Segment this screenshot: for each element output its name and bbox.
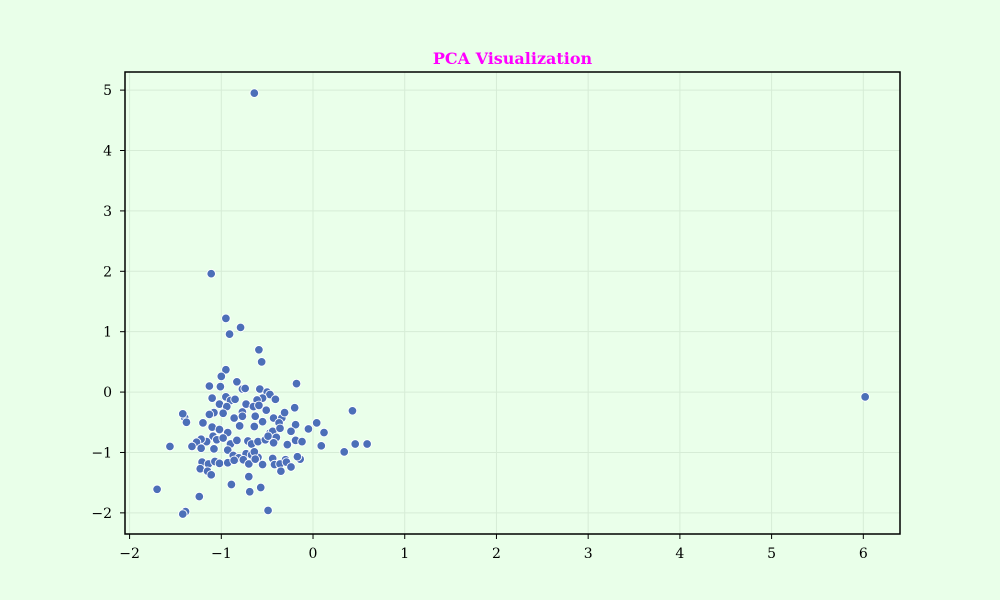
data-point — [250, 411, 260, 421]
data-point — [178, 509, 188, 519]
data-point — [214, 424, 225, 435]
data-point — [347, 406, 358, 416]
x-tick-label: 5 — [767, 546, 776, 562]
data-points — [152, 88, 870, 519]
x-tick-label: 3 — [584, 546, 593, 562]
y-tick-label: 3 — [103, 204, 112, 220]
data-point — [249, 88, 260, 98]
data-point — [221, 313, 231, 324]
data-point — [181, 417, 192, 428]
data-point — [275, 423, 285, 434]
y-tick-label: 1 — [103, 325, 112, 341]
data-point — [194, 491, 205, 502]
data-point — [216, 371, 227, 382]
data-point — [198, 418, 208, 428]
data-point — [165, 441, 175, 452]
data-point — [286, 426, 296, 437]
data-point — [229, 455, 239, 466]
x-tick-label: 2 — [492, 546, 501, 562]
data-point — [215, 381, 226, 392]
data-point — [218, 433, 228, 443]
data-point — [279, 407, 290, 418]
data-point — [316, 441, 327, 451]
data-point — [206, 470, 216, 480]
data-point — [270, 394, 281, 405]
y-tick-label: −2 — [91, 506, 112, 522]
data-point — [268, 438, 279, 448]
x-tick-label: 4 — [675, 546, 684, 562]
data-point — [290, 419, 301, 430]
x-tick-label: 0 — [309, 546, 318, 562]
data-point — [256, 357, 267, 367]
y-axis-ticks: −2 −1 0 1 2 3 4 5 — [91, 83, 125, 522]
data-point — [860, 392, 870, 402]
data-point — [178, 409, 188, 419]
data-point — [229, 413, 239, 423]
data-point — [196, 443, 206, 453]
data-point — [214, 458, 225, 469]
data-point — [234, 421, 245, 431]
x-tick-label: 6 — [859, 546, 868, 562]
data-point — [224, 329, 235, 339]
data-point — [230, 394, 240, 405]
data-point — [244, 471, 254, 482]
data-point — [339, 447, 349, 457]
data-point — [152, 484, 162, 495]
y-tick-label: −1 — [91, 445, 112, 461]
data-point — [263, 505, 273, 516]
data-point — [218, 408, 228, 418]
data-point — [257, 459, 268, 470]
data-point — [226, 479, 237, 490]
plot-frame — [124, 71, 901, 535]
chart-title: PCA Visualization — [433, 49, 593, 68]
x-axis-ticks: −2 −1 0 1 2 3 4 5 6 — [119, 534, 868, 562]
data-point — [232, 435, 242, 446]
data-point — [187, 441, 197, 452]
data-point — [362, 439, 372, 449]
data-point — [303, 424, 314, 434]
data-point — [221, 364, 231, 375]
y-tick-label: 2 — [103, 264, 112, 280]
data-point — [292, 451, 303, 462]
data-point — [297, 436, 307, 447]
data-point — [206, 268, 216, 279]
data-point — [204, 409, 215, 420]
x-tick-label: 1 — [400, 546, 409, 562]
data-point — [249, 421, 260, 432]
x-tick-label: −2 — [119, 546, 140, 562]
data-point — [244, 486, 255, 497]
data-point — [276, 466, 286, 476]
data-point — [291, 378, 302, 389]
plot-area — [125, 72, 900, 534]
x-tick-label: −1 — [211, 546, 232, 562]
data-point — [254, 400, 264, 411]
y-tick-label: 5 — [103, 83, 112, 99]
data-point — [207, 393, 217, 403]
data-point — [255, 482, 266, 493]
data-point — [232, 377, 242, 387]
data-point — [254, 345, 264, 355]
data-point — [244, 459, 254, 469]
data-point — [350, 439, 360, 449]
data-point — [235, 322, 246, 333]
data-point — [250, 454, 260, 464]
data-point — [257, 416, 268, 427]
data-point — [319, 427, 329, 438]
data-point — [282, 439, 293, 450]
data-point — [289, 403, 300, 413]
data-point — [204, 381, 215, 391]
y-tick-label: 0 — [103, 385, 112, 401]
data-point — [240, 383, 250, 394]
y-tick-label: 4 — [103, 144, 112, 160]
data-point — [209, 444, 219, 454]
data-point — [311, 418, 322, 428]
data-point — [237, 411, 248, 421]
data-point — [261, 405, 271, 415]
data-point — [286, 462, 296, 472]
